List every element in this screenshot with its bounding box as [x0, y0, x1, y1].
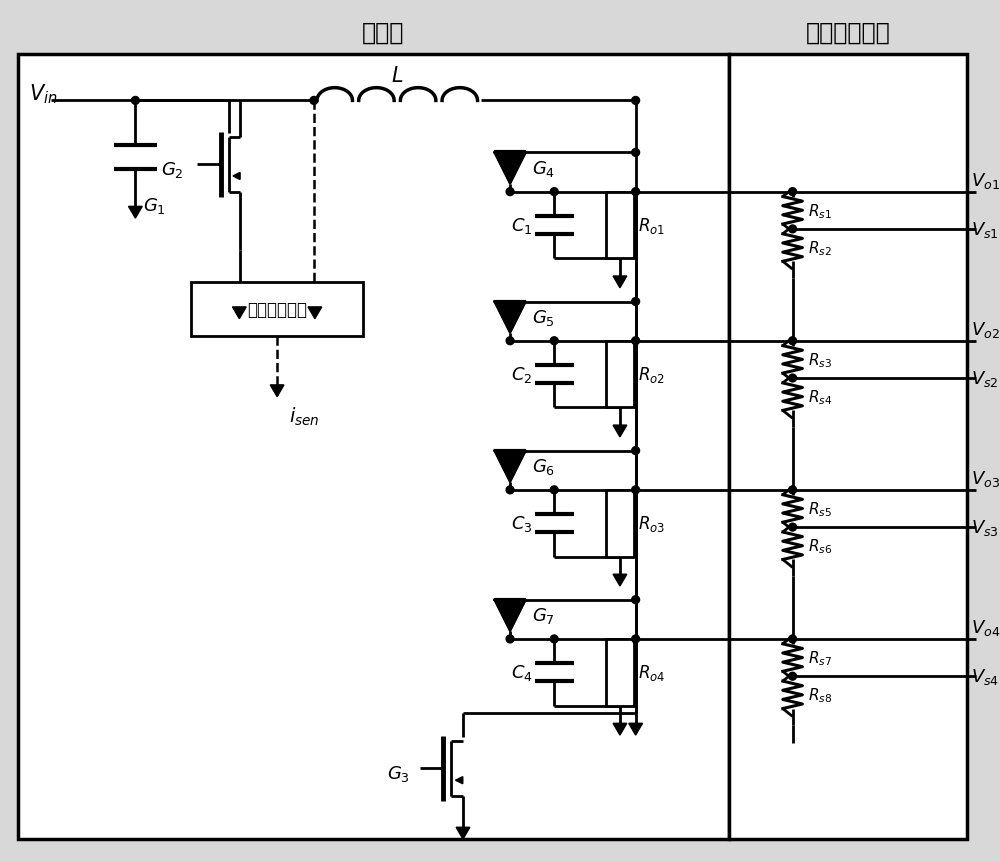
Bar	[191, 282, 363, 337]
Text: $R_{s7}$: $R_{s7}$	[808, 648, 832, 667]
Circle shape	[550, 338, 558, 345]
Text: $G_{4}$: $G_{4}$	[532, 159, 555, 179]
Text: $V_{s4}$: $V_{s4}$	[971, 666, 999, 686]
Polygon shape	[494, 451, 526, 482]
Circle shape	[789, 375, 797, 382]
Circle shape	[506, 189, 514, 196]
Bar	[606, 639, 634, 706]
Text: $R_{s3}$: $R_{s3}$	[808, 350, 832, 369]
Text: 电压采样网络: 电压采样网络	[806, 21, 891, 45]
Text: $V_{s1}$: $V_{s1}$	[971, 220, 999, 239]
Text: $R_{s4}$: $R_{s4}$	[808, 387, 833, 406]
Circle shape	[632, 486, 640, 494]
Text: $R_{s2}$: $R_{s2}$	[808, 238, 832, 257]
Circle shape	[506, 338, 514, 345]
Text: $G_2$: $G_2$	[161, 160, 183, 180]
Circle shape	[632, 447, 640, 455]
Text: $C_3$: $C_3$	[511, 514, 533, 534]
Text: $G_3$: $G_3$	[387, 764, 410, 784]
Text: $V_{o4}$: $V_{o4}$	[971, 617, 1000, 637]
Circle shape	[789, 189, 797, 196]
Text: $G_{5}$: $G_{5}$	[532, 308, 555, 328]
Bar	[606, 192, 634, 259]
Polygon shape	[629, 723, 642, 735]
Circle shape	[506, 635, 514, 643]
Circle shape	[131, 97, 139, 105]
Circle shape	[632, 149, 640, 158]
Circle shape	[632, 635, 640, 643]
Circle shape	[632, 596, 640, 604]
Text: $V_{o3}$: $V_{o3}$	[971, 468, 1000, 488]
Text: $L$: $L$	[391, 65, 403, 86]
Bar	[606, 490, 634, 557]
Circle shape	[789, 486, 797, 494]
Text: $R_{o3}$: $R_{o3}$	[638, 514, 665, 534]
Circle shape	[789, 635, 797, 643]
Text: $R_{o4}$: $R_{o4}$	[638, 662, 665, 683]
Polygon shape	[613, 425, 627, 437]
Circle shape	[550, 635, 558, 643]
Circle shape	[789, 672, 797, 680]
Text: $G_{7}$: $G_{7}$	[532, 605, 554, 626]
Polygon shape	[232, 307, 246, 319]
Text: $C_1$: $C_1$	[511, 216, 533, 236]
Circle shape	[789, 523, 797, 531]
Text: $R_{s5}$: $R_{s5}$	[808, 499, 832, 518]
Text: $R_{s1}$: $R_{s1}$	[808, 201, 832, 220]
Text: $C_4$: $C_4$	[511, 662, 533, 683]
Circle shape	[632, 189, 640, 196]
Circle shape	[632, 298, 640, 306]
Circle shape	[506, 486, 514, 494]
Polygon shape	[613, 276, 627, 288]
Text: $V_{o2}$: $V_{o2}$	[971, 319, 1000, 339]
Bar	[606, 341, 634, 408]
Polygon shape	[494, 153, 526, 184]
Text: $C_2$: $C_2$	[511, 365, 533, 385]
Text: $R_{s8}$: $R_{s8}$	[808, 685, 832, 704]
Text: $V_{o1}$: $V_{o1}$	[971, 170, 1000, 190]
Polygon shape	[456, 827, 470, 839]
Text: $G_{6}$: $G_{6}$	[532, 457, 555, 477]
Polygon shape	[494, 302, 526, 333]
Text: $R_{o2}$: $R_{o2}$	[638, 365, 665, 385]
Bar	[729, 55, 967, 839]
Bar	[18, 55, 729, 839]
Polygon shape	[613, 723, 627, 735]
Text: $i_{sen}$: $i_{sen}$	[289, 405, 320, 427]
Circle shape	[789, 338, 797, 345]
Text: $R_{s6}$: $R_{s6}$	[808, 536, 833, 555]
Circle shape	[789, 226, 797, 233]
Text: 电流采样电路: 电流采样电路	[247, 300, 307, 319]
Polygon shape	[128, 208, 142, 219]
Text: $V_{in}$: $V_{in}$	[29, 83, 58, 106]
Circle shape	[632, 97, 640, 105]
Text: $R_{o1}$: $R_{o1}$	[638, 216, 665, 236]
Text: $G_1$: $G_1$	[143, 196, 166, 216]
Circle shape	[632, 338, 640, 345]
Circle shape	[550, 189, 558, 196]
Text: $V_{s3}$: $V_{s3}$	[971, 517, 999, 537]
Polygon shape	[494, 600, 526, 631]
Polygon shape	[613, 574, 627, 586]
Circle shape	[310, 97, 318, 105]
Text: $V_{s2}$: $V_{s2}$	[971, 369, 999, 388]
Polygon shape	[270, 386, 284, 397]
Polygon shape	[308, 307, 322, 319]
Text: 功率级: 功率级	[361, 21, 404, 45]
Circle shape	[550, 486, 558, 494]
